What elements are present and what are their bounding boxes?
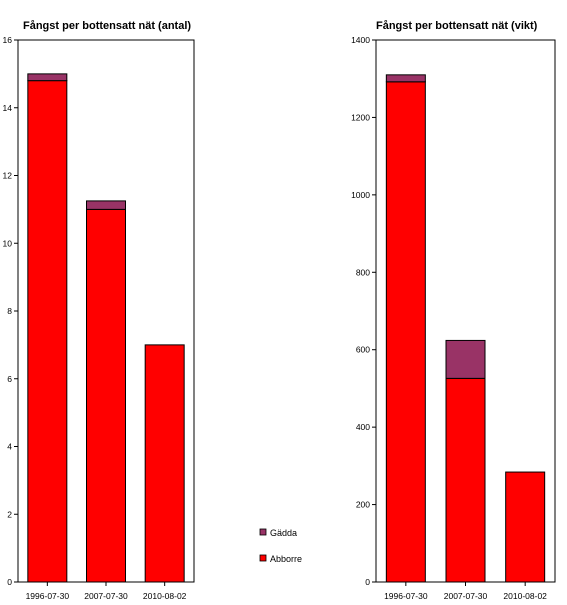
y-tick-label: 12 [3, 171, 13, 181]
bars-count [17, 39, 195, 583]
y-axis-weight: 0 200 400 600 800 1000 1200 1400 [351, 35, 376, 587]
chart-title-count: Fångst per bottensatt nät (antal) [23, 20, 191, 32]
bars-weight [375, 39, 556, 583]
y-tick-label: 6 [7, 374, 12, 384]
x-category-label: 1996-07-30 [384, 591, 428, 601]
y-tick-label: 0 [365, 577, 370, 587]
legend-label-gadda: Gädda [270, 528, 297, 538]
y-tick-label: 14 [3, 103, 13, 113]
legend: Gädda Abborre [259, 528, 302, 564]
bar-g-dda-1996-07-30 [385, 74, 426, 83]
y-tick-label: 400 [356, 422, 370, 432]
chart-count: Fångst per bottensatt nät (antal) 0 2 4 6 8 1… [3, 20, 195, 601]
x-category-label: 2007-07-30 [444, 591, 488, 601]
y-tick-label: 800 [356, 267, 370, 277]
x-category-label: 2010-08-02 [503, 591, 547, 601]
y-tick-label: 200 [356, 500, 370, 510]
bar-abborre-2007-07-30 [86, 208, 127, 583]
x-axis-weight: 1996-07-30 2007-07-30 2010-08-02 [384, 582, 547, 601]
y-tick-label: 1400 [351, 35, 370, 45]
bar-abborre-2010-08-02 [144, 344, 185, 583]
y-tick-label: 10 [3, 238, 13, 248]
x-axis-count: 1996-07-30 2007-07-30 2010-08-02 [26, 582, 187, 601]
chart-title-weight: Fångst per bottensatt nät (vikt) [376, 20, 538, 32]
bar-abborre-2010-08-02 [505, 471, 546, 583]
bar-abborre-1996-07-30 [27, 80, 68, 583]
y-tick-label: 1200 [351, 112, 370, 122]
y-axis-count: 0 2 4 6 8 10 12 14 16 [3, 35, 18, 587]
x-category-label: 2007-07-30 [84, 591, 128, 601]
legend-label-abborre: Abborre [270, 554, 302, 564]
y-tick-label: 4 [7, 442, 12, 452]
y-tick-label: 16 [3, 35, 13, 45]
chart-weight: Fångst per bottensatt nät (vikt) 0 200 400… [351, 20, 556, 601]
y-tick-label: 600 [356, 345, 370, 355]
bar-g-dda-2007-07-30 [445, 339, 486, 379]
y-tick-label: 8 [7, 306, 12, 316]
y-tick-label: 2 [7, 509, 12, 519]
bar-abborre-2007-07-30 [445, 377, 486, 583]
x-category-label: 1996-07-30 [26, 591, 70, 601]
y-tick-label: 1000 [351, 190, 370, 200]
bar-g-dda-1996-07-30 [27, 73, 68, 82]
y-tick-label: 0 [7, 577, 12, 587]
bar-abborre-1996-07-30 [385, 81, 426, 583]
bar-g-dda-2007-07-30 [86, 200, 127, 210]
x-category-label: 2010-08-02 [143, 591, 187, 601]
legend-swatch-gadda [259, 528, 267, 536]
legend-swatch-abborre [259, 554, 267, 562]
